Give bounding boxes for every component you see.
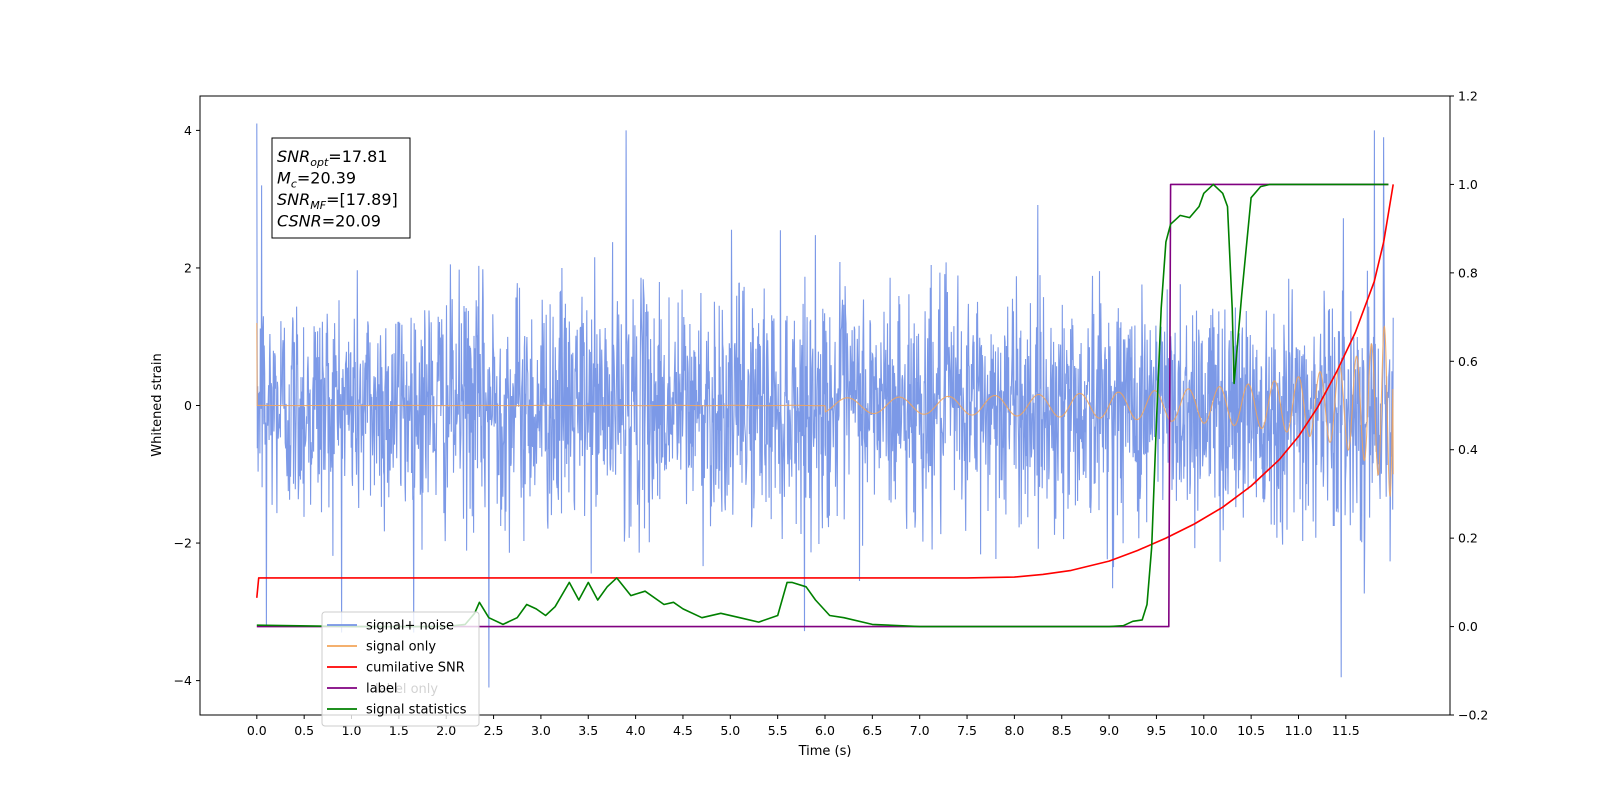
x-tick-label: 0.5 <box>294 723 314 738</box>
x-tick-label: 7.5 <box>957 723 977 738</box>
legend-label: cumilative SNR <box>366 661 465 676</box>
annotation-line: Mc=20.39 <box>277 169 356 191</box>
y2-tick-label: 0.0 <box>1458 619 1478 634</box>
series-line-signal-statistics <box>256 183 1389 628</box>
x-tick-label: 9.5 <box>1146 723 1166 738</box>
x-tick-label: 9.0 <box>1099 723 1119 738</box>
y2-tick-label: 1.0 <box>1458 177 1478 192</box>
y2-tick-label: 0.8 <box>1458 265 1478 280</box>
series-line-signal-only <box>256 322 1394 497</box>
x-axis-label: Time (s) <box>798 744 852 759</box>
x-tick-label: 1.0 <box>342 723 362 738</box>
x-tick-label: 10.5 <box>1237 723 1265 738</box>
legend-frame <box>321 611 480 727</box>
x-tick-label: 4.5 <box>673 723 693 738</box>
x-tick-label: 2.0 <box>436 723 456 738</box>
y-tick-label: 0 <box>184 398 192 413</box>
x-tick-label: 5.0 <box>720 723 740 738</box>
y2-tick-label: 0.2 <box>1458 531 1478 546</box>
series-line-signal-noise <box>256 123 1394 688</box>
x-tick-label: 8.0 <box>1004 723 1024 738</box>
annotation-line: SNRopt=17.81 <box>277 147 388 169</box>
legend: label only signal+ noise signal only cumila… <box>321 611 480 727</box>
x-tick-label: 1.5 <box>389 723 409 738</box>
y-axis-label: Whitened strain <box>150 353 165 456</box>
y2-tick-label: 1.2 <box>1458 89 1478 104</box>
legend-ghost-label: label only <box>375 682 438 697</box>
legend-label: signal+ noise <box>366 619 454 634</box>
y2-tick-label: 0.4 <box>1458 442 1478 457</box>
y-tick-label: −2 <box>174 536 192 551</box>
legend-label: signal statistics <box>366 703 467 718</box>
x-tick-label: 7.0 <box>910 723 930 738</box>
x-axis: 0.0 0.5 1.0 1.5 2.0 2.5 3.0 3.5 4.0 4.5 5.0 5.5 6.0 6… <box>247 715 1360 738</box>
x-tick-label: 3.0 <box>531 723 551 738</box>
x-tick-label: 6.5 <box>862 723 882 738</box>
y2-tick-label: −0.2 <box>1458 708 1488 723</box>
legend-label: signal only <box>366 640 436 655</box>
annotation-frame <box>271 137 411 239</box>
x-tick-label: 5.5 <box>768 723 788 738</box>
y-tick-label: −4 <box>174 673 192 688</box>
y-tick-label: 4 <box>184 123 192 138</box>
plot-area <box>256 123 1394 688</box>
legend-label: label <box>366 682 397 697</box>
annotation-line: CSNR=20.09 <box>277 212 381 231</box>
x-tick-label: 3.5 <box>578 723 598 738</box>
x-tick-label: 4.0 <box>626 723 646 738</box>
snr-annotation-box: SNRopt=17.81Mc=20.39SNRMF=[17.89]CSNR=20… <box>271 137 411 239</box>
x-tick-label: 11.5 <box>1332 723 1360 738</box>
y-axis-right: 1.2 1.0 0.8 0.6 0.4 0.2 0.0 −0.2 <box>1450 89 1488 723</box>
x-tick-label: 11.0 <box>1285 723 1313 738</box>
y2-tick-label: 0.6 <box>1458 354 1478 369</box>
x-tick-label: 2.5 <box>484 723 504 738</box>
x-tick-label: 6.0 <box>815 723 835 738</box>
y-axis-left: 4 2 0 −2 −4 <box>174 123 200 688</box>
annotation-line: SNRMF=[17.89] <box>277 190 398 212</box>
x-tick-label: 8.5 <box>1052 723 1072 738</box>
x-tick-label: 0.0 <box>247 723 267 738</box>
y-tick-label: 2 <box>184 260 192 275</box>
x-tick-label: 10.0 <box>1190 723 1218 738</box>
